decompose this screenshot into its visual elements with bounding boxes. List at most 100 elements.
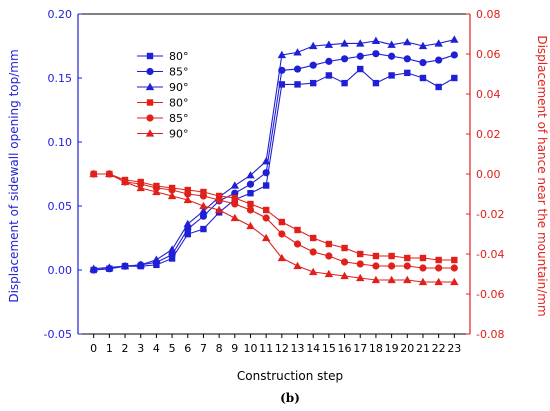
data-point — [262, 206, 270, 214]
legend-item: 80° — [137, 50, 189, 63]
data-point — [278, 81, 286, 88]
data-point — [419, 74, 427, 82]
data-point — [325, 57, 333, 65]
legend-label: 85° — [169, 112, 189, 125]
data-point — [152, 255, 161, 263]
y-right-tick-label: 0.06 — [476, 48, 501, 61]
data-point — [215, 192, 223, 200]
data-point — [372, 50, 380, 58]
data-point — [451, 256, 458, 264]
data-point — [309, 248, 317, 256]
series-5 — [89, 169, 459, 286]
x-tick-label: 5 — [169, 342, 176, 355]
data-point — [371, 275, 381, 284]
data-point — [324, 269, 334, 278]
x-tick-label: 0 — [90, 342, 97, 355]
data-point — [277, 253, 287, 262]
series-line — [93, 173, 455, 261]
data-point — [310, 79, 317, 87]
data-point — [200, 188, 207, 196]
data-point — [183, 195, 192, 204]
series-layer — [89, 35, 459, 286]
y-axis-left-title: Displacement of sidewall opening top/mm — [7, 49, 21, 302]
data-point — [340, 55, 349, 63]
x-tick-label: 9 — [231, 342, 238, 355]
data-point — [199, 212, 208, 220]
data-point — [404, 69, 411, 77]
data-point — [388, 52, 396, 60]
data-point — [246, 171, 255, 179]
y-right-tick-label: 0.02 — [476, 128, 501, 141]
data-point — [230, 181, 239, 189]
data-point — [152, 187, 161, 196]
series-0 — [90, 65, 458, 274]
x-tick-label: 21 — [416, 342, 430, 355]
y-left-tick-label: 0.20 — [48, 8, 73, 21]
series-3 — [90, 170, 458, 264]
data-point — [309, 267, 318, 276]
data-point — [434, 277, 443, 286]
x-tick-label: 20 — [400, 342, 414, 355]
y-right-tick-label: 0.08 — [476, 8, 501, 21]
x-tick-label: 8 — [216, 342, 223, 355]
data-point — [324, 40, 334, 48]
data-point — [450, 277, 459, 286]
x-tick-label: 1 — [106, 342, 113, 355]
data-point — [230, 213, 239, 222]
data-point — [214, 205, 224, 214]
data-point — [231, 194, 238, 202]
legend-label: 80° — [169, 97, 189, 110]
data-point — [309, 41, 318, 50]
data-point — [356, 260, 364, 268]
legend-marker — [146, 99, 154, 106]
data-point — [450, 35, 459, 43]
data-point — [247, 190, 254, 197]
legend: 80° 85° 90° 80° 85° 90° — [137, 50, 189, 141]
x-tick-label: 12 — [275, 342, 289, 355]
legend-label: 90° — [169, 128, 189, 141]
data-point — [105, 263, 114, 271]
series-4 — [90, 170, 458, 272]
data-point — [434, 39, 443, 47]
legend-item: 90° — [137, 128, 189, 141]
data-point — [310, 234, 317, 242]
y-axis-right-title: Displacement of hance near the mountain/… — [535, 35, 549, 316]
data-point — [215, 196, 223, 204]
data-point — [450, 264, 458, 272]
data-point — [89, 169, 98, 178]
y-left-tick-label: 0.10 — [48, 136, 73, 149]
y-left-tick-label: 0.00 — [48, 264, 73, 277]
data-point — [167, 191, 177, 200]
axes-layer: 0 1 2 3 4 5 6 7 8 9 10 11 12 13 14 15 16 17 18 19 20 21 22 23-0… — [44, 8, 505, 355]
data-point — [341, 79, 348, 87]
x-tick-label: 11 — [259, 342, 273, 355]
data-point — [168, 186, 176, 194]
data-point — [356, 273, 365, 282]
y-right-tick-label: -0.08 — [476, 328, 504, 341]
series-1 — [90, 50, 458, 274]
data-point — [89, 264, 98, 272]
data-point — [246, 206, 255, 214]
x-tick-label: 7 — [200, 342, 207, 355]
data-point — [372, 79, 380, 87]
series-2 — [89, 35, 459, 272]
data-point — [372, 262, 380, 270]
series-line — [93, 173, 455, 283]
data-point — [325, 72, 333, 79]
legend-label: 80° — [169, 50, 189, 63]
y-right-tick-label: -0.04 — [476, 248, 504, 261]
legend-marker — [146, 67, 154, 76]
data-point — [309, 61, 317, 69]
data-point — [403, 275, 412, 284]
data-point — [246, 221, 255, 230]
legend-item: 80° — [137, 97, 189, 110]
y-right-tick-label: 0.00 — [476, 168, 501, 181]
data-point — [357, 250, 364, 258]
data-point — [341, 244, 348, 252]
x-tick-label: 10 — [243, 342, 257, 355]
data-point — [277, 50, 287, 59]
x-tick-label: 15 — [322, 342, 336, 355]
data-point — [403, 55, 411, 63]
data-point — [247, 200, 254, 208]
